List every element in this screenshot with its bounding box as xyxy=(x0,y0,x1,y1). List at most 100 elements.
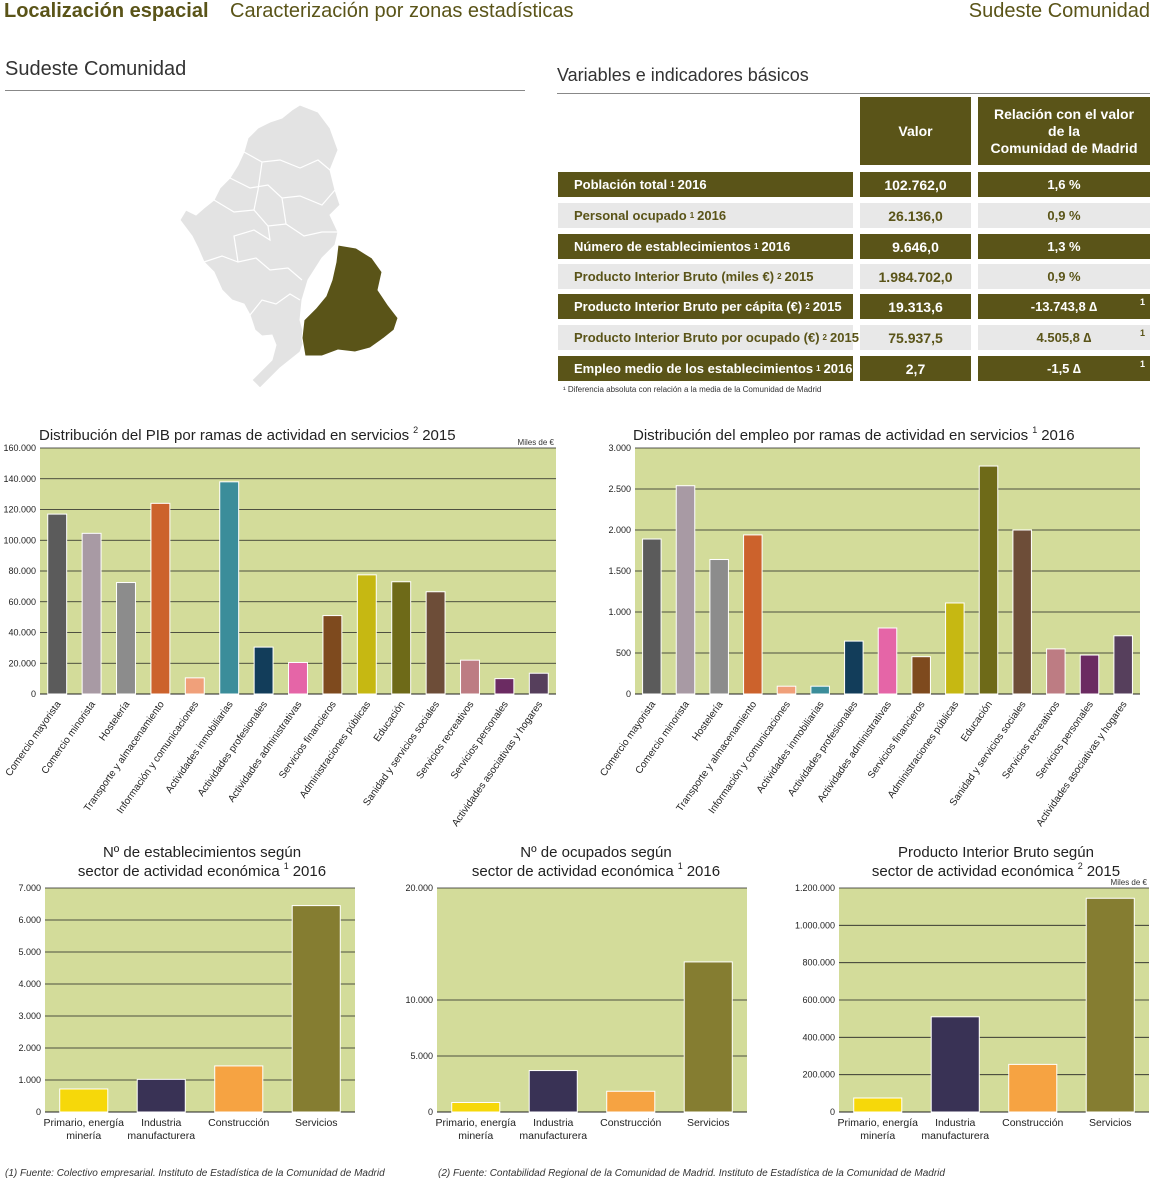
bar xyxy=(709,559,729,695)
y-tick-label: 120.000 xyxy=(3,505,36,515)
bar xyxy=(356,574,377,695)
chart-title: Distribución del empleo por ramas de act… xyxy=(633,425,1075,444)
y-tick-label: 1.000.000 xyxy=(795,920,835,930)
indicator-relation-mark: 1 xyxy=(1139,328,1145,338)
indicator-value: 1.984.702,0 xyxy=(860,264,971,289)
y-tick-label: 0 xyxy=(626,689,631,699)
footnote-2: (2) Fuente: Contabilidad Regional de la … xyxy=(438,1168,945,1179)
indicator-value: 19.313,6 xyxy=(860,294,971,319)
bar xyxy=(528,1070,578,1113)
bar xyxy=(391,581,412,695)
chart-title-text: Producto Interior Bruto según xyxy=(898,844,1094,861)
unit-label: Miles de € xyxy=(1111,878,1148,887)
x-tick-label: minería xyxy=(66,1130,101,1142)
y-tick-label: 1.500 xyxy=(608,566,631,576)
variables-divider xyxy=(557,93,1150,94)
x-tick-label: Educación xyxy=(959,699,995,744)
bar xyxy=(494,678,515,695)
x-tick-label: Administraciones públicas xyxy=(298,699,373,800)
x-tick-label: Servicios recreativos xyxy=(1000,699,1062,781)
x-tick-label: minería xyxy=(458,1130,493,1142)
y-tick-label: 20.000 xyxy=(8,658,36,668)
indicator-relation: -13.743,8 ∆ 1 xyxy=(978,294,1150,319)
col-header-relation: Relación con el valor de la Comunidad de… xyxy=(978,97,1150,165)
indicator-source-mark: 1 xyxy=(816,364,821,373)
unit-label: Miles de € xyxy=(518,438,555,447)
indicator-relation-value: 1,6 % xyxy=(1047,177,1081,192)
bar xyxy=(291,905,341,1113)
chart-title-year: 2016 xyxy=(293,863,326,880)
bar xyxy=(853,1097,903,1113)
chart-title-text: Distribución del PIB por ramas de activi… xyxy=(39,427,409,444)
chart-title-year: 2015 xyxy=(1087,863,1120,880)
indicator-label: Producto Interior Bruto per cápita (€) 2 2… xyxy=(558,294,853,319)
indicator-relation: -1,5 ∆ 1 xyxy=(978,356,1150,381)
x-tick-label: Servicios personales xyxy=(1034,699,1096,781)
chart-empleo-servicios: Distribución del empleo por ramas de act… xyxy=(598,425,1140,829)
col-header-relation-line: de la xyxy=(1048,122,1080,139)
col-header-relation-line: Relación con el valor xyxy=(993,105,1135,122)
y-tick-label: 1.200.000 xyxy=(795,883,835,893)
x-tick-label: Educación xyxy=(372,699,408,744)
indicator-name: Empleo medio de los establecimientos xyxy=(574,361,814,376)
x-tick-label: Industria xyxy=(141,1117,181,1129)
chart-title-sup: 2 xyxy=(413,425,418,435)
indicator-label: Población total 1 2016 xyxy=(558,172,853,197)
y-tick-label: 160.000 xyxy=(3,443,36,453)
y-tick-label: 40.000 xyxy=(8,628,36,638)
indicator-year: 2015 xyxy=(784,269,814,284)
indicator-label: Empleo medio de los establecimientos 1 201… xyxy=(558,356,853,381)
chart-title-text: sector de actividad económica xyxy=(472,863,674,880)
indicator-name: Producto Interior Bruto per cápita (€) xyxy=(574,299,803,314)
bar xyxy=(911,656,931,695)
y-tick-label: 500 xyxy=(616,648,631,658)
indicator-relation: 1,6 % xyxy=(978,172,1150,197)
x-tick-label: Actividades inmobiliarias xyxy=(755,699,827,795)
indicator-value: 102.762,0 xyxy=(860,172,971,197)
col-header-relation-line: Comunidad de Madrid xyxy=(990,139,1138,156)
chart-title-year: 2016 xyxy=(1041,427,1074,444)
x-tick-label: Hostelería xyxy=(690,699,725,743)
x-tick-label: minería xyxy=(860,1130,895,1142)
indicator-relation-value: 1,3 % xyxy=(1047,239,1081,254)
chart-title-sup: 1 xyxy=(678,861,683,871)
footnote-1: (1) Fuente: Colectivo empresarial. Insti… xyxy=(5,1168,385,1179)
bar xyxy=(1008,1063,1058,1113)
y-tick-label: 80.000 xyxy=(8,566,36,576)
y-tick-label: 600.000 xyxy=(802,995,835,1005)
x-tick-label: Comercio mayorista xyxy=(598,699,658,779)
indicator-name: Producto Interior Bruto por ocupado (€) xyxy=(574,330,820,345)
x-tick-label: manufacturera xyxy=(519,1130,587,1142)
y-tick-label: 1.000 xyxy=(18,1075,41,1085)
map-internal-border xyxy=(203,151,338,316)
chart-title: sector de actividad económica 2 2015 xyxy=(872,861,1120,880)
indicator-year: 2016 xyxy=(761,239,791,254)
bar xyxy=(675,485,696,695)
chart-title: Distribución del PIB por ramas de activi… xyxy=(39,425,456,444)
y-tick-label: 6.000 xyxy=(18,915,41,925)
bar xyxy=(116,582,136,695)
chart-title-sup: 2 xyxy=(1078,861,1083,871)
map-section-divider xyxy=(5,90,525,91)
indicator-label: Producto Interior Bruto (miles €) 2 2015 xyxy=(558,264,853,289)
indicator-value: 9.646,0 xyxy=(860,234,971,259)
bar xyxy=(945,602,965,695)
indicator-relation-value: -13.743,8 ∆ xyxy=(1030,299,1098,314)
indicator-relation-value: -1,5 ∆ xyxy=(1047,361,1081,376)
bar xyxy=(1085,897,1135,1113)
indicator-label: Producto Interior Bruto por ocupado (€) 2… xyxy=(558,325,859,350)
chart-title: sector de actividad económica 1 2016 xyxy=(78,861,326,880)
y-tick-label: 2.500 xyxy=(608,484,631,494)
col-header-value: Valor xyxy=(860,97,971,165)
indicator-name: Número de establecimientos xyxy=(574,239,751,254)
x-tick-label: Construcción xyxy=(208,1117,269,1129)
region-map xyxy=(179,104,399,389)
bar xyxy=(288,661,308,695)
bar xyxy=(214,1065,264,1113)
chart-pib-servicios: Distribución del PIB por ramas de activi… xyxy=(3,425,556,829)
chart-title-year: 2015 xyxy=(422,427,455,444)
x-tick-label: Hostelería xyxy=(97,699,132,743)
indicator-label: Número de establecimientos 1 2016 xyxy=(558,234,853,259)
map-region-rest xyxy=(179,104,341,389)
chart-title-text: sector de actividad económica xyxy=(872,863,1074,880)
